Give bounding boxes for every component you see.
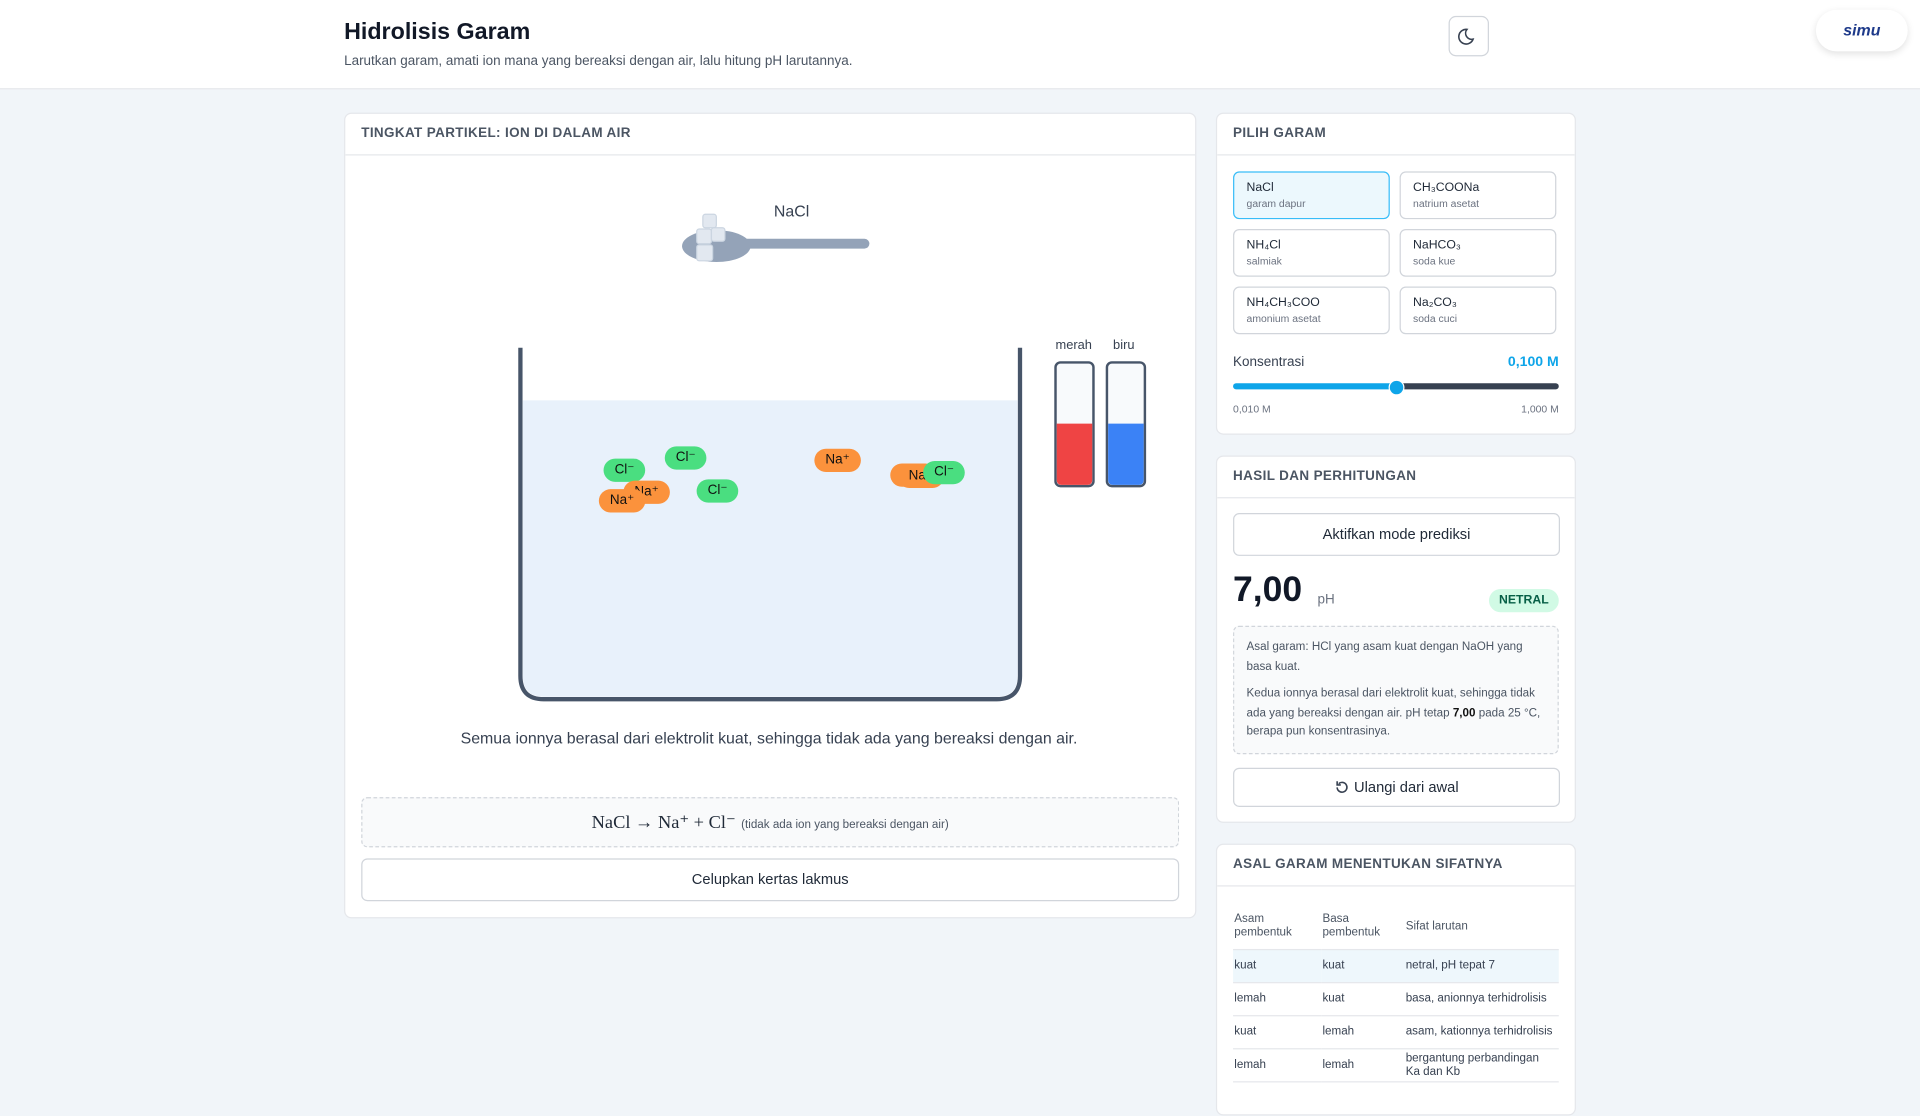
dip-litmus-button[interactable]: Celupkan kertas lakmus bbox=[361, 858, 1180, 902]
reset-button[interactable]: Ulangi dari awal bbox=[1233, 767, 1560, 807]
salt-name: amonium asetat bbox=[1246, 312, 1321, 325]
chloride-ion: Cl⁻ bbox=[696, 479, 739, 503]
ph-unit: pH bbox=[1317, 592, 1335, 608]
table-cell: bergantung perbandingan Ka dan Kb bbox=[1404, 1048, 1559, 1082]
salt-name: salmiak bbox=[1246, 254, 1282, 267]
header-bar bbox=[0, 0, 1920, 90]
ph-value: 7,00 bbox=[1233, 570, 1303, 610]
equation-box: NaCl → Na⁺ + Cl⁻ (tidak ada ion yang ber… bbox=[361, 797, 1180, 848]
reset-icon bbox=[1336, 781, 1348, 793]
salt-name: garam dapur bbox=[1246, 197, 1306, 210]
table-cell: kuat bbox=[1321, 948, 1405, 983]
equation-note: (tidak ada ion yang bereaksi dengan air) bbox=[741, 817, 949, 832]
table-cell: lemah bbox=[1233, 982, 1322, 1016]
litmus-red-fill bbox=[1056, 423, 1093, 485]
slider-thumb[interactable] bbox=[1388, 379, 1405, 396]
chloride-ion: Cl⁻ bbox=[603, 458, 646, 482]
salt-cube bbox=[710, 227, 726, 242]
text: Kedua ionnya berasal dari elektrolit kua… bbox=[1246, 686, 1535, 720]
page-subtitle: Larutkan garam, amati ion mana yang bere… bbox=[344, 53, 853, 69]
table-cell: netral, pH tepat 7 bbox=[1404, 948, 1559, 983]
table-cell: asam, kationnya terhidrolisis bbox=[1404, 1015, 1559, 1049]
header-cell: Basa pembentuk bbox=[1321, 903, 1405, 950]
litmus-label: biru bbox=[1113, 337, 1135, 353]
table-row: lemah lemah bergantung perbandingan Ka dan… bbox=[1233, 1048, 1559, 1082]
concentration-value: 0,100 M bbox=[1507, 355, 1559, 370]
sodium-ion: Na⁺ bbox=[598, 489, 646, 513]
theme-toggle[interactable] bbox=[1448, 15, 1489, 57]
spoon-handle bbox=[742, 238, 870, 249]
concentration-label: Konsentrasi bbox=[1233, 355, 1305, 370]
litmus-label: merah bbox=[1055, 337, 1092, 353]
spoon-label: NaCl bbox=[773, 202, 810, 221]
salt-name: natrium asetat bbox=[1413, 197, 1480, 210]
caption: Semua ionnya berasal dari elektrolit kua… bbox=[460, 728, 1078, 747]
predict-button[interactable]: Aktifkan mode prediksi bbox=[1233, 513, 1560, 556]
explanation-box: Asal garam: HCl yang asam kuat dengan Na… bbox=[1233, 625, 1559, 755]
panel-title: HASIL DAN PERHITUNGAN bbox=[1217, 457, 1575, 499]
table-cell: kuat bbox=[1233, 1015, 1322, 1049]
logo[interactable]: simu bbox=[1815, 9, 1908, 52]
salt-formula: NH₄Cl bbox=[1246, 238, 1281, 253]
moon-icon bbox=[1458, 28, 1475, 45]
salt-name: soda kue bbox=[1413, 254, 1456, 267]
beaker-scene bbox=[518, 347, 1147, 702]
sodium-ion: Na⁺ bbox=[814, 448, 861, 473]
salt-card[interactable]: CH₃COONa natrium asetat bbox=[1399, 171, 1557, 220]
reset-label: Ulangi dari awal bbox=[1354, 778, 1459, 796]
water bbox=[522, 400, 1018, 697]
panel-title: PILIH GARAM bbox=[1217, 114, 1575, 156]
ph-badge: NETRAL bbox=[1488, 588, 1559, 613]
panel-title: TINGKAT PARTIKEL: ION DI DALAM AIR bbox=[345, 114, 1196, 156]
salt-card[interactable]: NH₄CH₃COO amonium asetat bbox=[1233, 286, 1390, 335]
origin-table: Asam pembentuk Basa pembentuk Sifat laru… bbox=[1233, 903, 1559, 1082]
slider-min: 0,010 M bbox=[1233, 402, 1271, 416]
salt-cube bbox=[702, 213, 717, 229]
salt-formula: Na₂CO₃ bbox=[1413, 296, 1457, 310]
table-row: lemah kuat basa, anionnya terhidrolisis bbox=[1233, 982, 1559, 1016]
table-cell: basa, anionnya terhidrolisis bbox=[1404, 982, 1559, 1016]
salt-formula: NaCl bbox=[1246, 181, 1274, 195]
salt-formula: NaHCO₃ bbox=[1413, 238, 1461, 253]
slider-max: 1,000 M bbox=[1521, 402, 1559, 416]
explanation: Asal garam: HCl yang asam kuat dengan Na… bbox=[1246, 640, 1523, 673]
salt-card[interactable]: NH₄Cl salmiak bbox=[1233, 228, 1390, 277]
salt-card[interactable]: NaCl garam dapur bbox=[1233, 171, 1390, 220]
salt-name: soda cuci bbox=[1413, 312, 1458, 325]
panel-title: ASAL GARAM MENENTUKAN SIFATNYA bbox=[1217, 845, 1575, 887]
ph-inline: 7,00 bbox=[1452, 705, 1476, 720]
chloride-ion: Cl⁻ bbox=[923, 461, 966, 485]
table-row: kuat lemah asam, kationnya terhidrolisis bbox=[1233, 1015, 1559, 1049]
salt-formula: CH₃COONa bbox=[1413, 181, 1480, 195]
salt-cube bbox=[696, 244, 714, 262]
salt-cube bbox=[696, 228, 713, 245]
salt-card[interactable]: Na₂CO₃ soda cuci bbox=[1399, 286, 1557, 335]
table-cell: lemah bbox=[1321, 1048, 1405, 1082]
litmus-blue-fill bbox=[1108, 423, 1144, 485]
table-row: kuat kuat netral, pH tepat 7 bbox=[1233, 948, 1559, 983]
table-cell: lemah bbox=[1321, 1015, 1405, 1049]
table-cell: kuat bbox=[1321, 982, 1405, 1016]
table-cell: lemah bbox=[1233, 1048, 1322, 1082]
table-body: kuat kuat netral, pH tepat 7 lemah kuat basa,… bbox=[1233, 948, 1559, 1082]
spoon[interactable] bbox=[661, 202, 881, 269]
chloride-ion: Cl⁻ bbox=[664, 446, 707, 470]
header-cell: Sifat larutan bbox=[1404, 903, 1559, 950]
table-cell: kuat bbox=[1233, 948, 1322, 983]
explanation: Kedua ionnya berasal dari elektrolit kua… bbox=[1247, 684, 1546, 741]
page-title: Hidrolisis Garam bbox=[344, 19, 531, 46]
header-cell: Asam pembentuk bbox=[1233, 903, 1322, 950]
equation: NaCl → Na⁺ + Cl⁻ bbox=[591, 813, 736, 833]
table-header: Asam pembentuk Basa pembentuk Sifat laru… bbox=[1233, 903, 1559, 950]
salt-formula: NH₄CH₃COO bbox=[1246, 296, 1320, 310]
text: pada 25 °C, berapa pun konsentrasinya. bbox=[1246, 705, 1541, 739]
salt-card[interactable]: NaHCO₃ soda kue bbox=[1399, 228, 1557, 277]
beaker bbox=[518, 347, 1023, 702]
